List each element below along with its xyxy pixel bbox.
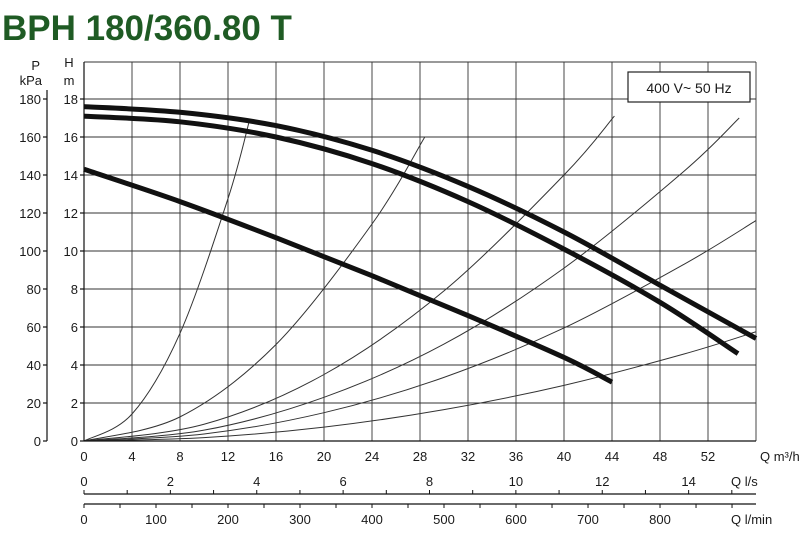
pump-curve-1: [83, 104, 758, 341]
system-curve-2: [83, 136, 426, 442]
flow-lmin-axis-label: Q l/min: [731, 512, 772, 527]
flow-m3h-tick-label: 16: [269, 449, 283, 464]
flow-m3h-tick-label: 12: [221, 449, 235, 464]
flow-m3h-tick-label: 24: [365, 449, 379, 464]
flow-m3h-tick-label: 8: [176, 449, 183, 464]
pressure-tick-label: 100: [19, 244, 41, 259]
flow-m3h-tick-label: 52: [701, 449, 715, 464]
flow-ls-tick-label: 8: [426, 474, 433, 489]
flow-lmin-tick-label: 300: [289, 512, 311, 527]
flow-ls-tick-label: 2: [167, 474, 174, 489]
system-curve-3: [83, 115, 615, 442]
head-tick-label: 0: [71, 434, 78, 449]
flow-m3h-tick-label: 20: [317, 449, 331, 464]
pressure-tick-label: 180: [19, 92, 41, 107]
pressure-tick-label: 80: [27, 282, 41, 297]
pressure-tick-label: 120: [19, 206, 41, 221]
head-tick-label: 6: [71, 320, 78, 335]
pump-curve-3: [83, 166, 614, 385]
system-curve-1: [83, 119, 251, 442]
flow-lmin-tick-label: 600: [505, 512, 527, 527]
system-curves: [83, 115, 757, 442]
flow-m3h-tick-label: 48: [653, 449, 667, 464]
head-tick-label: 16: [64, 130, 78, 145]
flow-m3h-axis-label: Q m³/h: [760, 449, 800, 464]
head-tick-label: 8: [71, 282, 78, 297]
axes: 020406080100120140160180PkPa024681012141…: [19, 55, 799, 527]
system-curve-6: [83, 331, 757, 442]
legend-box: 400 V~ 50 Hz: [627, 71, 751, 103]
flow-m3h-tick-label: 28: [413, 449, 427, 464]
head-tick-label: 14: [64, 168, 78, 183]
flow-ls-tick-label: 12: [595, 474, 609, 489]
chart-title: BPH 180/360.80 T: [2, 9, 292, 48]
flow-ls-tick-label: 0: [80, 474, 87, 489]
head-tick-label: 12: [64, 206, 78, 221]
flow-m3h-tick-label: 32: [461, 449, 475, 464]
flow-m3h-tick-label: 0: [80, 449, 87, 464]
head-tick-label: 18: [64, 92, 78, 107]
flow-ls-tick-label: 10: [509, 474, 523, 489]
pressure-tick-label: 0: [34, 434, 41, 449]
flow-lmin-tick-label: 0: [80, 512, 87, 527]
flow-m3h-tick-label: 44: [605, 449, 619, 464]
flow-lmin-tick-label: 500: [433, 512, 455, 527]
legend-label: 400 V~ 50 Hz: [646, 80, 731, 96]
flow-ls-tick-label: 4: [253, 474, 260, 489]
head-tick-label: 4: [71, 358, 78, 373]
flow-m3h-tick-label: 40: [557, 449, 571, 464]
flow-m3h-tick-label: 36: [509, 449, 523, 464]
pressure-tick-label: 60: [27, 320, 41, 335]
system-curve-5: [83, 220, 757, 442]
head-tick-label: 10: [64, 244, 78, 259]
pressure-axis-label: P: [31, 58, 40, 73]
pressure-tick-label: 40: [27, 358, 41, 373]
flow-lmin-tick-label: 400: [361, 512, 383, 527]
flow-ls-axis-label: Q l/s: [731, 474, 758, 489]
grid: [83, 61, 757, 442]
flow-lmin-tick-label: 200: [217, 512, 239, 527]
flow-lmin-tick-label: 100: [145, 512, 167, 527]
flow-lmin-tick-label: 700: [577, 512, 599, 527]
pump-curve-2: [83, 113, 740, 356]
head-axis-label: H: [64, 55, 73, 70]
flow-m3h-tick-label: 4: [128, 449, 135, 464]
head-tick-label: 2: [71, 396, 78, 411]
head-axis-unit: m: [64, 73, 75, 88]
flow-lmin-tick-label: 800: [649, 512, 671, 527]
flow-ls-tick-label: 14: [681, 474, 695, 489]
pressure-axis-unit: kPa: [20, 73, 43, 88]
system-curve-4: [83, 117, 740, 442]
pressure-tick-label: 20: [27, 396, 41, 411]
pump-curves: [83, 104, 758, 385]
flow-ls-tick-label: 6: [340, 474, 347, 489]
pressure-tick-label: 140: [19, 168, 41, 183]
pressure-tick-label: 160: [19, 130, 41, 145]
legend-frame: [627, 71, 751, 103]
